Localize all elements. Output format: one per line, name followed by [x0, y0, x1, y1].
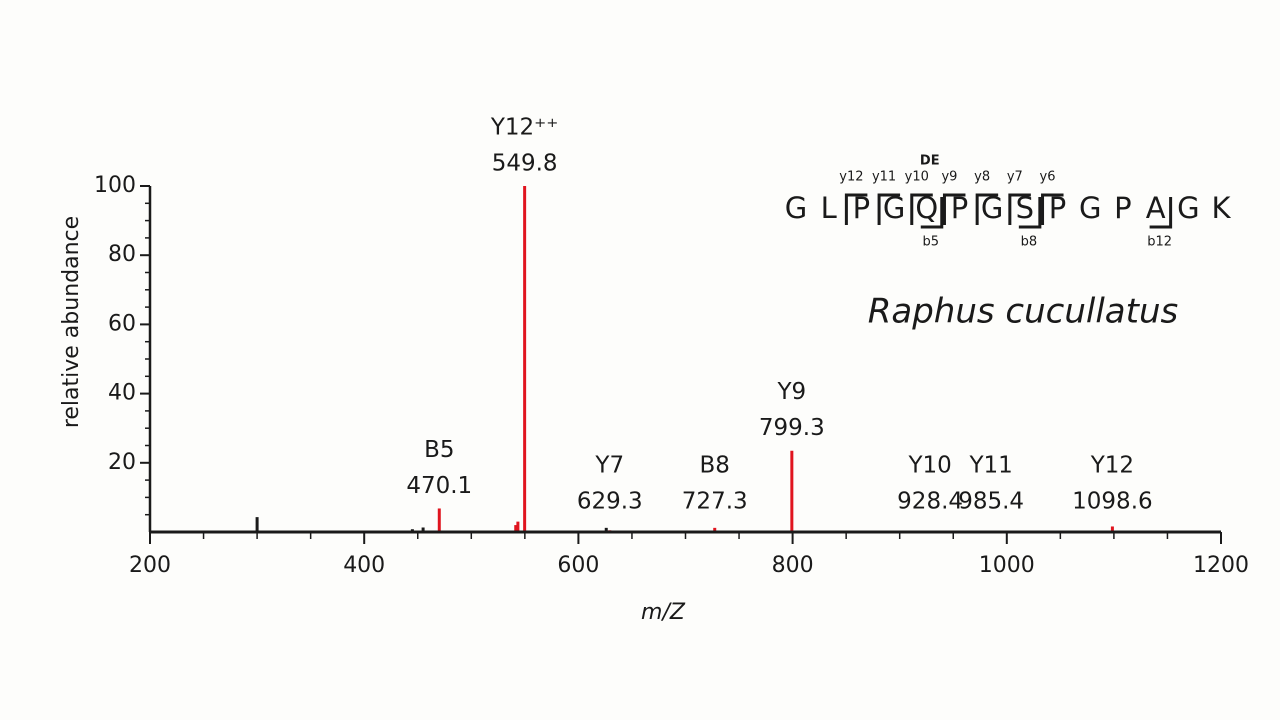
y-ion-label: y10 [905, 170, 929, 185]
peak-mz-label: 928.4 [897, 489, 963, 515]
y-ion-bracket [877, 193, 901, 225]
y-ion-bracket [1008, 193, 1031, 225]
b-ion-bracket [1149, 197, 1173, 229]
residue: S [1016, 191, 1034, 225]
peak-ion-label: Y7 [594, 453, 624, 479]
y-ion-bracket [910, 193, 933, 225]
x-tick-label: 1200 [1193, 553, 1249, 578]
y-tick-label: 60 [108, 311, 136, 336]
residue: G [1177, 191, 1199, 225]
residue: P [1049, 191, 1067, 225]
x-tick-label: 600 [557, 553, 599, 578]
y-ion-label: y11 [872, 170, 896, 185]
modification-label: DE [920, 154, 940, 169]
y-ion-bracket [1041, 193, 1064, 225]
peak-mz-label: 799.3 [759, 415, 825, 441]
peak-ion-label: B5 [424, 437, 454, 463]
y-ion-label: y12 [839, 170, 863, 185]
peak-mz-label: 549.8 [492, 151, 558, 177]
residue: G [883, 191, 905, 225]
y-ion-label: y7 [1007, 170, 1023, 185]
peak-mz-label: 985.4 [958, 489, 1024, 515]
peak-ion-label: Y11 [968, 453, 1012, 479]
y-ion-bracket [844, 193, 868, 225]
x-tick-label: 400 [343, 553, 385, 578]
b-ion-label: b8 [1021, 235, 1038, 250]
peak-mz-label: 727.3 [682, 489, 748, 515]
residue: P [853, 191, 871, 225]
residue: P [951, 191, 969, 225]
peak-mz-label: 1098.6 [1072, 489, 1152, 515]
peak-ion-label: Y12 [1090, 453, 1134, 479]
b-ion-bracket [1018, 197, 1042, 229]
residue: L [821, 191, 837, 225]
residue: G [1079, 191, 1101, 225]
residue: K [1211, 191, 1231, 225]
y-tick-label: 100 [94, 173, 136, 198]
residue: Q [915, 191, 938, 225]
x-tick-label: 200 [129, 553, 171, 578]
y-tick-label: 40 [108, 381, 136, 406]
residue: G [785, 191, 807, 225]
peak-ion-label: Y9 [777, 379, 807, 405]
residue: A [1146, 191, 1166, 225]
residue: G [981, 191, 1003, 225]
b-ion-bracket [920, 197, 944, 229]
x-tick-label: 800 [772, 553, 814, 578]
peak-mz-label: 470.1 [406, 473, 472, 499]
y-axis-label: relative abundance [59, 216, 84, 428]
peak-ion-label: B8 [700, 453, 730, 479]
y-ion-label: y6 [1040, 170, 1056, 185]
residue: P [1114, 191, 1132, 225]
x-axis-label: m/Z [641, 600, 686, 625]
y-ion-bracket [942, 193, 966, 225]
species-label: Raphus cucullatus [868, 292, 1178, 332]
y-ion-bracket [975, 193, 999, 225]
peak-ion-label: Y10 [907, 453, 951, 479]
y-ion-label: y8 [974, 170, 990, 185]
y-ion-label: y9 [941, 170, 957, 185]
peak-mz-label: 629.3 [577, 489, 643, 515]
peak-ion-label: Y12⁺⁺ [490, 115, 559, 141]
b-ion-label: b12 [1147, 235, 1172, 250]
x-tick-label: 1000 [979, 553, 1035, 578]
b-ion-label: b5 [923, 235, 940, 250]
y-tick-label: 80 [108, 242, 136, 267]
y-tick-label: 20 [108, 450, 136, 475]
